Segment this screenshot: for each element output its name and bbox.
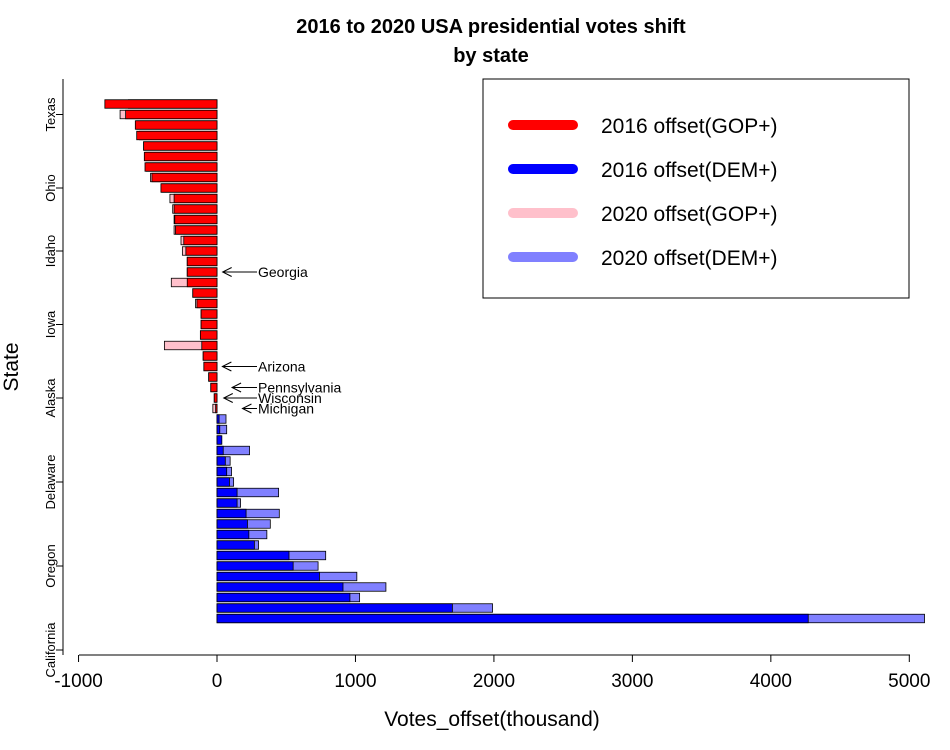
bar-s1-38 — [216, 498, 238, 508]
bar-s0-13 — [183, 235, 218, 246]
x-tick-label-4: 3000 — [611, 671, 653, 692]
bar-s1-35 — [216, 466, 228, 477]
legend-label-3: 2020 offset(DEM+) — [601, 247, 777, 270]
legend: 2016 offset(GOP+) 2016 offset(DEM+) 2020 o… — [482, 78, 910, 299]
x-tick-label-5: 4000 — [750, 671, 792, 692]
annotation-arrowhead-3 — [222, 393, 233, 403]
y-tick-label-5: Delaware — [43, 455, 58, 510]
bar-s1-46 — [216, 582, 344, 592]
bar-s1-40 — [216, 519, 248, 529]
bar-s0-21 — [200, 319, 218, 330]
bar-s1-33 — [216, 445, 224, 456]
bar-s0-27 — [210, 382, 218, 393]
bar-s1-42 — [216, 540, 255, 550]
y-tick-label-0: Texas — [43, 97, 58, 131]
bar-s0-9 — [173, 193, 218, 204]
bar-s1-37 — [216, 487, 238, 498]
bar-s1-34 — [216, 456, 226, 466]
x-tick-label-3: 2000 — [473, 671, 515, 692]
bar-s0-11 — [174, 214, 218, 225]
y-tick-label-1: Ohio — [43, 174, 58, 201]
bar-s0-6 — [144, 162, 218, 172]
bar-s1-48 — [216, 603, 453, 613]
bars-group — [104, 99, 925, 624]
bar-s1-49 — [216, 613, 809, 624]
annotations-group: Georgia Arizona PennsylvaniaWisconsinMichi… — [221, 264, 341, 417]
annotation-label-1: Arizona — [258, 359, 306, 375]
bar-s0-2 — [134, 120, 218, 130]
x-tick-label-0: -1000 — [54, 671, 103, 692]
bar-s0-26 — [208, 372, 218, 382]
bar-s0-29 — [215, 403, 218, 414]
annotation-label-2: Pennsylvania — [258, 380, 341, 396]
bar-s1-47 — [216, 592, 351, 603]
x-axis-title: Votes_offset(thousand) — [384, 708, 600, 731]
bar-s0-0 — [104, 99, 218, 109]
x-tick-label-2: 1000 — [334, 671, 376, 692]
bar-s0-23 — [201, 340, 218, 351]
bar-s1-45 — [216, 571, 320, 582]
bar-s1-31 — [216, 424, 221, 435]
annotation-arrowhead-0 — [221, 267, 232, 277]
bar-s0-14 — [185, 246, 218, 256]
legend-label-2: 2020 offset(GOP+) — [601, 203, 777, 226]
legend-label-1: 2016 offset(DEM+) — [601, 159, 777, 182]
bar-s1-32 — [216, 435, 223, 445]
bar-s0-4 — [143, 141, 218, 151]
bar-s1-39 — [216, 508, 247, 519]
bar-s0-16 — [186, 267, 218, 277]
y-tick-label-6: Oregon — [43, 544, 58, 587]
annotation-arrowhead-2 — [230, 382, 242, 393]
bar-s0-15 — [186, 256, 218, 267]
chart-title: 2016 to 2020 USA presidential votes shif… — [296, 16, 686, 38]
bar-s0-17 — [186, 277, 218, 288]
bar-s0-12 — [175, 225, 218, 235]
bar-s1-36 — [216, 477, 230, 487]
y-axis-ticks: Texas Ohio Idaho Iowa Alaska Delaware Oregon Ca… — [43, 97, 63, 677]
x-axis-ticks: -1000 0 1000 2000 3000 4000 5000 — [54, 655, 930, 692]
y-tick-label-2: Idaho — [43, 235, 58, 268]
bar-s0-25 — [203, 361, 218, 372]
y-axis-title: State — [0, 342, 23, 391]
chart-subtitle: by state — [453, 45, 529, 67]
annotation-label-4: Michigan — [258, 401, 314, 417]
x-tick-label-1: 0 — [212, 671, 223, 692]
bar-s0-1 — [125, 109, 218, 120]
bar-s0-24 — [202, 351, 218, 361]
bar-s0-19 — [196, 298, 218, 309]
annotation-arrowhead-1 — [221, 361, 232, 372]
annotation-label-0: Georgia — [258, 264, 308, 280]
annotation-arrowhead-4 — [241, 403, 252, 414]
bar-s0-7 — [151, 172, 218, 183]
y-tick-label-3: Iowa — [43, 310, 58, 338]
legend-label-0: 2016 offset(GOP+) — [601, 115, 777, 138]
bar-s0-10 — [173, 204, 218, 214]
bar-s0-8 — [160, 183, 218, 193]
y-tick-label-7: California — [43, 622, 58, 678]
bar-s0-22 — [199, 330, 218, 340]
bar-s1-41 — [216, 529, 250, 540]
bar-s1-44 — [216, 561, 294, 571]
x-tick-label-6: 5000 — [888, 671, 930, 692]
bar-s0-3 — [136, 130, 218, 141]
legend-items: 2016 offset(GOP+) 2016 offset(DEM+) 2020 o… — [508, 115, 777, 270]
bar-s0-20 — [200, 309, 218, 319]
bar-s1-30 — [216, 414, 220, 424]
annotation-label-3: Wisconsin — [258, 390, 322, 406]
bar-s0-5 — [143, 151, 218, 162]
bar-s1-43 — [216, 550, 290, 561]
bar-s0-18 — [192, 288, 218, 298]
bar-s0-28 — [213, 393, 218, 403]
y-tick-label-4: Alaska — [43, 378, 58, 418]
